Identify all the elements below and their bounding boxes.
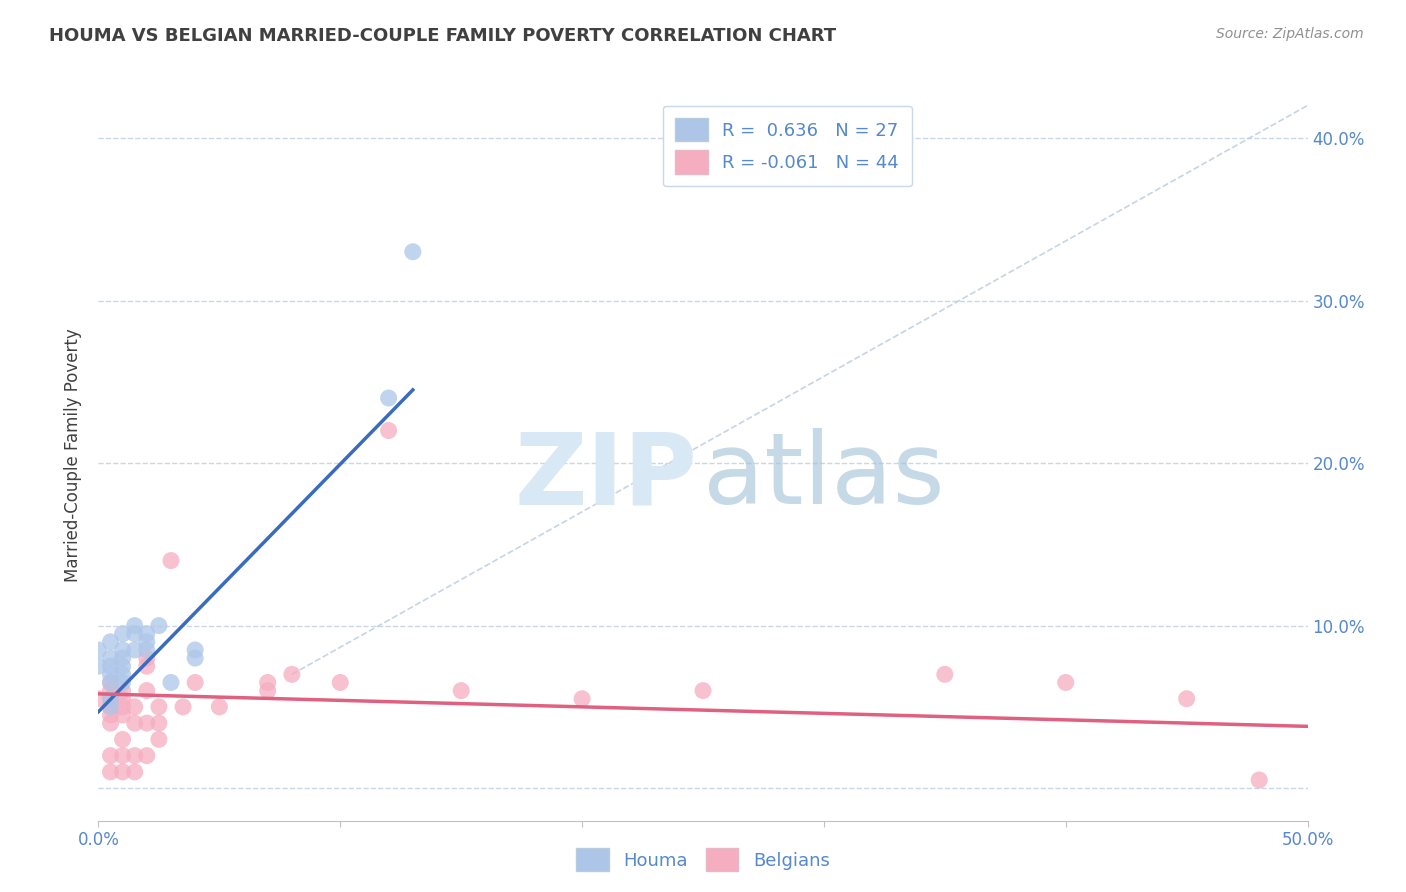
Point [208,699,231,714]
Point [1249,772,1271,787]
Point [160,675,183,690]
Point [184,643,207,657]
Point [100,635,122,649]
Point [184,675,207,690]
Point [135,643,157,657]
Point [160,553,183,567]
Point [100,659,122,673]
Point [692,683,714,698]
Point [135,626,157,640]
Point [124,716,146,731]
Point [329,675,352,690]
Point [377,391,399,405]
Point [172,699,194,714]
Point [111,643,134,657]
Point [1054,675,1077,690]
Point [111,626,134,640]
Point [100,708,122,723]
Point [148,732,170,747]
Point [377,424,399,438]
Point [1175,691,1198,706]
Point [148,699,170,714]
Point [100,699,122,714]
Point [111,764,134,779]
Point [111,708,134,723]
Point [124,764,146,779]
Point [87,643,110,657]
Point [402,244,425,259]
Point [571,691,593,706]
Point [124,618,146,632]
Point [100,691,122,706]
Point [111,691,134,706]
Point [100,699,122,714]
Point [281,667,304,681]
Text: ZIP: ZIP [515,428,697,525]
Point [87,691,110,706]
Y-axis label: Married-Couple Family Poverty: Married-Couple Family Poverty [65,328,83,582]
Text: atlas: atlas [703,428,945,525]
Point [135,683,157,698]
Point [100,683,122,698]
Point [87,659,110,673]
Point [100,675,122,690]
Point [111,667,134,681]
Point [124,699,146,714]
Point [135,659,157,673]
Point [184,651,207,665]
Point [111,732,134,747]
Point [934,667,956,681]
Point [111,659,134,673]
Point [111,748,134,763]
Point [135,748,157,763]
Point [100,764,122,779]
Point [450,683,472,698]
Point [100,651,122,665]
Point [135,651,157,665]
Point [100,716,122,731]
Point [124,643,146,657]
Point [148,716,170,731]
Point [100,748,122,763]
Point [111,651,134,665]
Point [256,675,278,690]
Point [148,618,170,632]
Point [135,635,157,649]
Point [111,683,134,698]
Point [124,748,146,763]
Point [124,626,146,640]
Text: HOUMA VS BELGIAN MARRIED-COUPLE FAMILY POVERTY CORRELATION CHART: HOUMA VS BELGIAN MARRIED-COUPLE FAMILY P… [49,27,837,45]
Text: Source: ZipAtlas.com: Source: ZipAtlas.com [1216,27,1364,41]
Legend: Houma, Belgians: Houma, Belgians [569,841,837,879]
Point [100,675,122,690]
Point [100,667,122,681]
Point [256,683,278,698]
Point [135,716,157,731]
Point [111,699,134,714]
Point [100,691,122,706]
Legend: R =  0.636   N = 27, R = -0.061   N = 44: R = 0.636 N = 27, R = -0.061 N = 44 [662,105,911,186]
Point [111,675,134,690]
